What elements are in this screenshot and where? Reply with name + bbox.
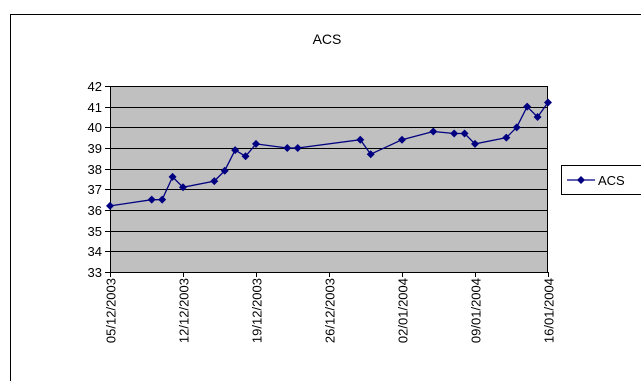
data-point [471,139,479,148]
data-point [429,127,438,136]
x-axis-ticks: 05/12/2003 12/12/2003 19/12/2003 26/12/2003… [104,272,557,343]
y-axis-ticks: 33 34 35 36 37 38 39 40 41 42 [88,79,110,280]
data-point [241,152,250,161]
y-tick-label: 38 [88,162,102,177]
data-point [523,102,532,111]
y-tick-label: 36 [88,203,102,218]
data-point [544,98,552,107]
y-tick-label: 34 [88,244,102,259]
y-tick-label: 41 [88,100,102,115]
data-point [283,144,292,152]
legend: ACS [561,165,641,195]
data-point [231,146,240,155]
y-tick-label: 39 [88,141,102,156]
x-tick-label: 16/01/2004 [542,278,557,343]
data-point [512,123,521,132]
legend-series-label: ACS [598,173,625,188]
data-point [502,133,511,142]
legend-series-marker [577,176,585,184]
data-point [168,172,177,181]
data-point [179,183,187,192]
y-tick-label: 33 [88,265,102,280]
y-tick-label: 42 [88,79,102,94]
data-point [293,144,302,152]
series-acs [106,98,552,210]
data-point [252,139,260,148]
x-tick-label: 12/12/2003 [177,278,192,343]
data-point [533,113,542,121]
x-tick-label: 26/12/2003 [323,278,338,343]
plot-area [110,86,548,272]
data-point [158,195,167,204]
data-point [366,150,375,159]
data-point [450,129,459,138]
data-point [356,135,365,144]
x-tick-label: 05/12/2003 [104,278,119,343]
y-tick-label: 35 [88,224,102,239]
data-point [220,166,229,175]
x-tick-label: 09/01/2004 [469,278,484,343]
data-point [147,195,156,204]
x-tick-label: 02/01/2004 [396,278,411,343]
chart-title: ACS [313,31,342,47]
data-point [210,177,219,186]
x-tick-label: 19/12/2003 [250,278,265,343]
y-tick-label: 37 [88,182,102,197]
data-point [460,129,469,138]
data-point [106,201,114,210]
y-tick-label: 40 [88,120,102,135]
data-point [398,135,406,144]
